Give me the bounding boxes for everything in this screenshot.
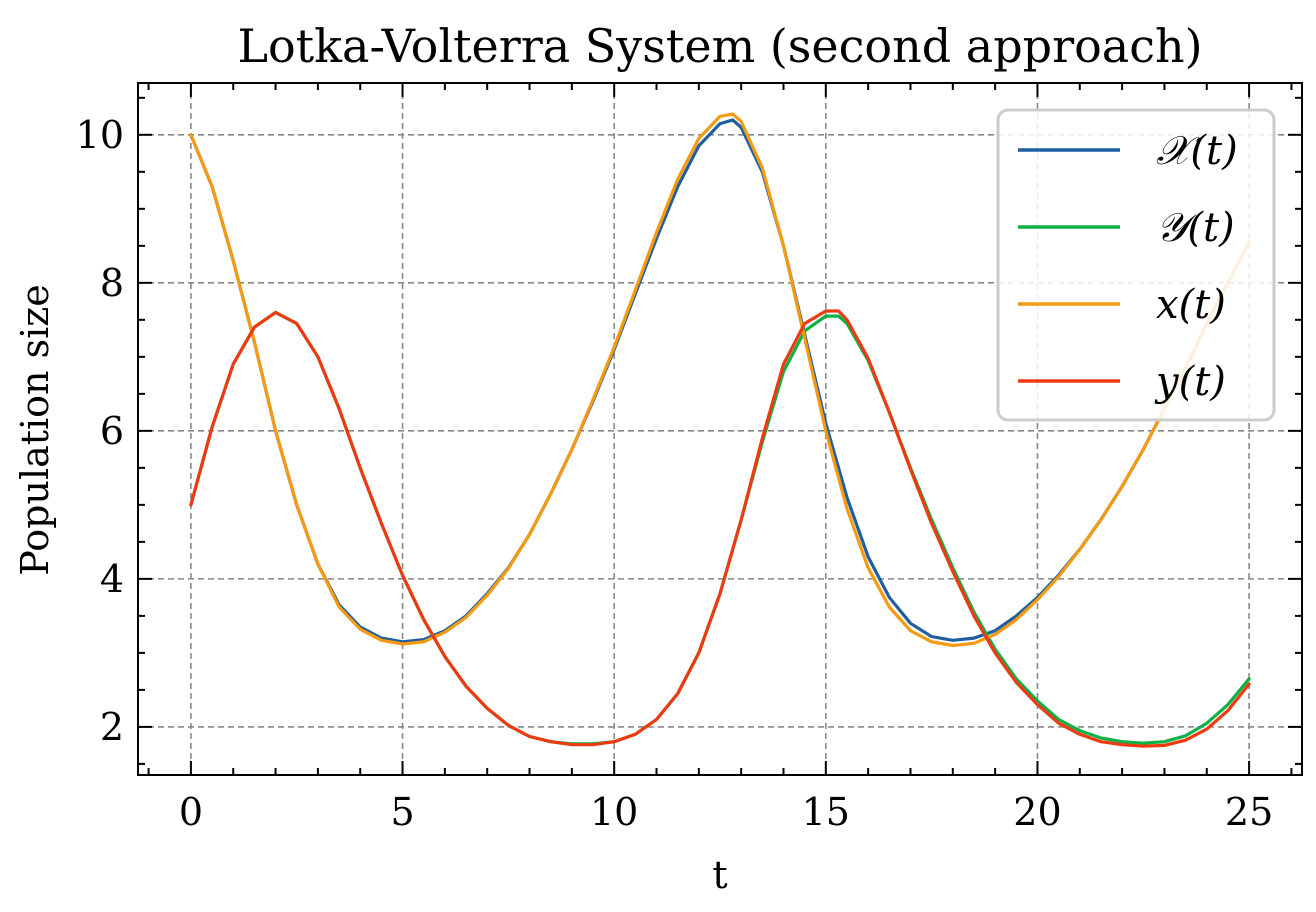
x-tick-label: 25 [1225,790,1273,834]
y-tick-label: 4 [100,557,124,601]
x-tick-label: 20 [1013,790,1061,834]
x-axis-label: t [712,853,727,897]
grid [138,83,1302,775]
legend-label-2: 𝒴(t) [1156,205,1235,251]
series-lines [189,112,1251,748]
legend-label-3: x(t) [1156,282,1226,328]
series-line-3 [189,112,1251,648]
legend-label-4: y(t) [1154,359,1226,405]
legend-box [996,108,1276,422]
y-tick-label: 6 [100,409,124,453]
x-tick-label: 15 [802,790,850,834]
legend: 𝒳(t) 𝒴(t) x(t) y(t) [996,108,1276,422]
x-tick-label: 0 [179,790,203,834]
y-tick-label: 10 [76,113,124,157]
series-line-4 [189,309,1251,748]
y-axis-label: Population size [13,284,57,576]
chart-title: Lotka-Volterra System (second approach) [237,19,1202,73]
legend-label-1: 𝒳(t) [1156,128,1238,174]
plot-frame [137,82,1303,776]
x-tick-label: 10 [590,790,638,834]
x-tick-label: 5 [390,790,414,834]
y-tick-label: 2 [100,705,124,749]
y-tick-label: 8 [100,261,124,305]
axis-ticks: 0 5 10 15 20 25 2 4 6 8 10 [76,83,1302,834]
